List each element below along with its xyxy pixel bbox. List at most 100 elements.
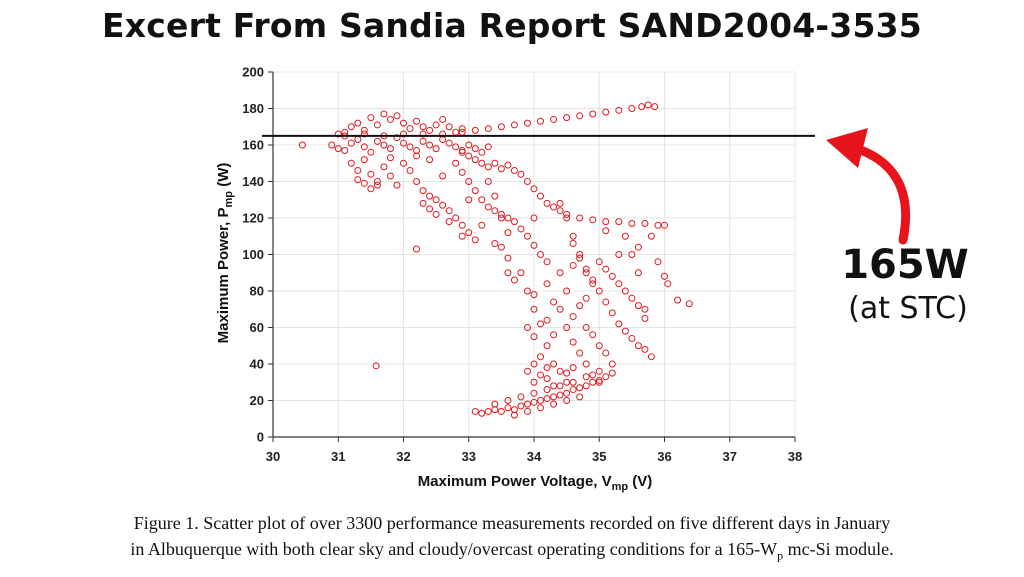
x-tick-label: 31 bbox=[331, 449, 345, 464]
data-point bbox=[458, 146, 466, 154]
data-point bbox=[419, 187, 427, 195]
data-point bbox=[354, 176, 362, 184]
data-point bbox=[386, 154, 394, 162]
data-point bbox=[550, 331, 558, 339]
data-point bbox=[523, 400, 531, 408]
data-point bbox=[582, 382, 590, 390]
data-point bbox=[537, 320, 545, 328]
data-point bbox=[347, 139, 355, 147]
data-point bbox=[497, 123, 505, 131]
data-point bbox=[354, 136, 362, 144]
data-point bbox=[523, 407, 531, 415]
data-point bbox=[360, 130, 368, 138]
data-point bbox=[530, 305, 538, 313]
data-point bbox=[589, 216, 597, 224]
data-point bbox=[543, 375, 551, 383]
data-point bbox=[380, 110, 388, 118]
data-point bbox=[517, 402, 525, 410]
data-point bbox=[641, 219, 649, 227]
data-point bbox=[334, 145, 342, 153]
data-point bbox=[602, 227, 610, 235]
data-point bbox=[595, 287, 603, 295]
data-point bbox=[634, 342, 642, 350]
data-point bbox=[641, 305, 649, 313]
data-point bbox=[537, 397, 545, 404]
data-point bbox=[644, 101, 652, 109]
data-point bbox=[341, 128, 349, 136]
data-point bbox=[484, 407, 492, 415]
data-point bbox=[367, 170, 375, 178]
data-point bbox=[491, 406, 499, 414]
data-point bbox=[445, 123, 453, 131]
data-point bbox=[537, 404, 545, 412]
data-point bbox=[406, 167, 414, 175]
y-tick-label: 140 bbox=[242, 174, 264, 189]
data-point bbox=[445, 218, 453, 226]
data-point bbox=[458, 128, 466, 136]
data-point bbox=[504, 397, 512, 404]
data-point bbox=[537, 353, 545, 361]
data-point bbox=[497, 407, 505, 415]
data-point bbox=[347, 159, 355, 167]
data-point bbox=[373, 137, 381, 145]
data-point bbox=[458, 232, 466, 240]
data-point bbox=[602, 373, 610, 381]
data-point bbox=[563, 214, 571, 222]
data-point bbox=[478, 221, 486, 229]
data-point bbox=[556, 391, 564, 399]
data-point bbox=[458, 148, 466, 156]
data-point bbox=[471, 145, 479, 153]
data-point bbox=[360, 126, 368, 134]
x-tick-label: 32 bbox=[396, 449, 410, 464]
data-point bbox=[550, 400, 558, 408]
data-point bbox=[576, 251, 584, 258]
data-point bbox=[465, 196, 473, 204]
data-point bbox=[543, 386, 551, 394]
data-point bbox=[576, 214, 584, 222]
data-point bbox=[491, 400, 499, 408]
data-point bbox=[510, 276, 518, 284]
data-point bbox=[641, 345, 649, 353]
data-point bbox=[517, 269, 525, 277]
data-point bbox=[530, 389, 538, 397]
data-point bbox=[452, 143, 460, 151]
data-point bbox=[517, 170, 525, 178]
data-point bbox=[530, 185, 538, 193]
annotation-arrow bbox=[850, 143, 911, 245]
data-point bbox=[589, 331, 597, 339]
data-point bbox=[393, 134, 401, 142]
data-point bbox=[471, 187, 479, 195]
data-point bbox=[582, 324, 590, 331]
data-point bbox=[615, 320, 623, 328]
data-point bbox=[589, 371, 597, 379]
data-point bbox=[582, 269, 590, 277]
data-point bbox=[550, 382, 558, 390]
data-point bbox=[484, 125, 492, 133]
x-tick-label: 36 bbox=[657, 449, 671, 464]
data-point bbox=[563, 378, 571, 386]
data-point bbox=[413, 152, 421, 160]
data-point bbox=[634, 302, 642, 310]
annotation-arrowhead bbox=[826, 128, 868, 168]
data-point bbox=[386, 145, 394, 153]
data-point bbox=[517, 393, 525, 401]
data-point bbox=[628, 219, 636, 227]
data-point bbox=[615, 218, 623, 226]
data-point bbox=[615, 106, 623, 114]
data-point bbox=[504, 254, 512, 262]
y-axis-ticks: 0 20 40 60 80 100 120 140 160 180 200 bbox=[242, 65, 273, 445]
data-point bbox=[360, 156, 368, 164]
data-points bbox=[298, 101, 693, 419]
data-point bbox=[589, 110, 597, 118]
data-point bbox=[543, 280, 551, 288]
data-point bbox=[413, 245, 421, 253]
data-point bbox=[563, 389, 571, 397]
data-point bbox=[373, 121, 381, 129]
data-point bbox=[491, 192, 499, 200]
data-point bbox=[530, 241, 538, 249]
data-point bbox=[576, 384, 584, 392]
data-point bbox=[647, 232, 655, 240]
data-point bbox=[543, 316, 551, 324]
data-point bbox=[298, 141, 306, 149]
data-point bbox=[537, 117, 545, 125]
